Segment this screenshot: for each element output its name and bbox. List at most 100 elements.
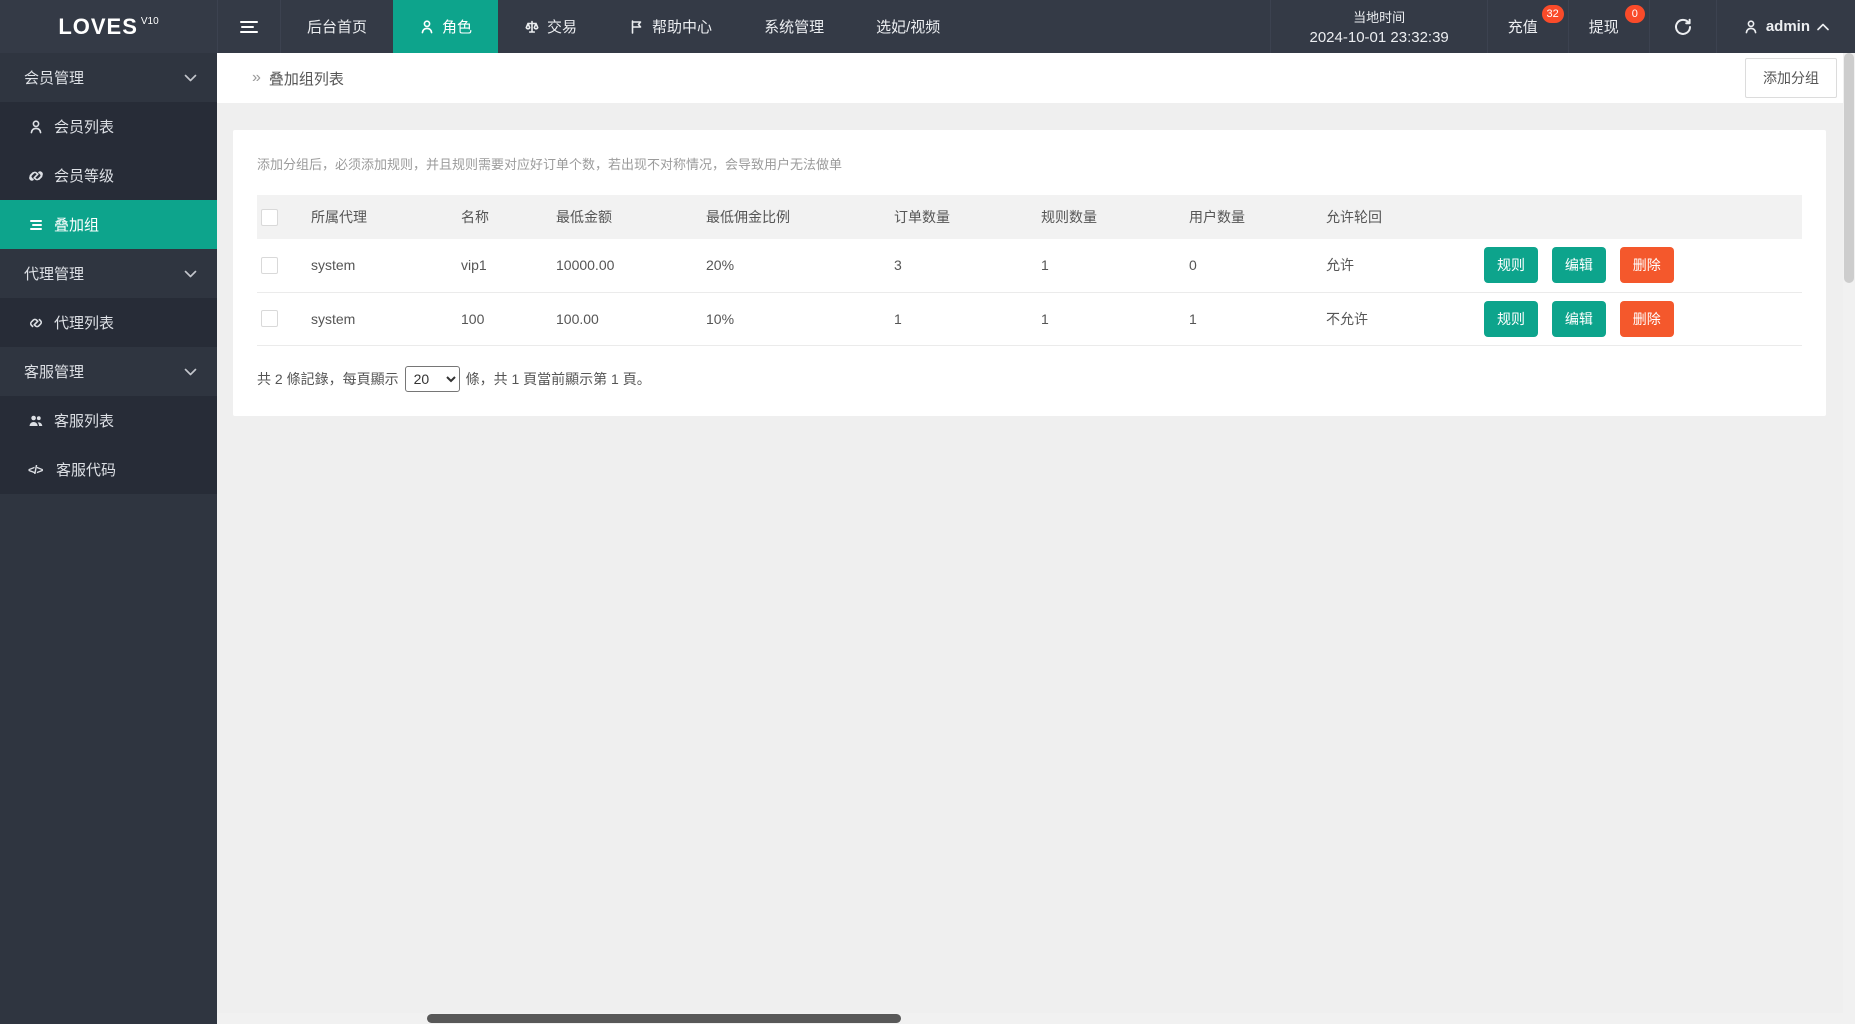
sidebar-group-agent-management[interactable]: 代理管理 — [0, 249, 217, 298]
add-group-button[interactable]: 添加分组 — [1745, 58, 1837, 98]
nav-item-trade[interactable]: 交易 — [498, 0, 603, 53]
col-header-agent: 所属代理 — [307, 195, 457, 239]
local-time-label: 当地时间 — [1353, 10, 1406, 25]
select-all-checkbox[interactable] — [261, 208, 278, 226]
withdraw-label: 提现 — [1588, 19, 1619, 36]
nav-item-label: 角色 — [442, 19, 473, 36]
horizontal-scrollbar[interactable] — [217, 1013, 1843, 1024]
sidebar-group-label: 客服管理 — [24, 364, 85, 381]
cell-min-amount: 10000.00 — [552, 239, 702, 293]
row-checkbox[interactable] — [261, 310, 278, 328]
sidebar-item-service-list[interactable]: 客服列表 — [0, 396, 217, 445]
sidebar-group-label: 代理管理 — [24, 266, 85, 283]
chevron-up-icon — [1817, 23, 1829, 30]
sidebar-item-label: 会员等级 — [54, 168, 115, 185]
sidebar-item-member-list[interactable]: 会员列表 — [0, 102, 217, 151]
chevron-down-icon — [184, 74, 197, 81]
edit-button[interactable]: 编辑 — [1551, 300, 1606, 337]
admin-username: admin — [1765, 18, 1810, 35]
vertical-scrollbar[interactable] — [1843, 53, 1855, 1024]
withdraw-button[interactable]: 提现 0 — [1567, 0, 1649, 53]
table-header-row: 所属代理 名称 最低金额 最低佣金比例 订单数量 规则数量 用户数量 允许轮回 — [257, 195, 1802, 239]
recharge-badge: 32 — [1541, 5, 1564, 23]
code-icon: </> — [28, 462, 43, 477]
cell-orders: 3 — [890, 239, 1037, 293]
sidebar-item-stack-group[interactable]: 叠加组 — [0, 200, 217, 249]
page-title: 叠加组列表 — [268, 70, 344, 88]
link-icon — [29, 318, 43, 327]
stack-group-card: 添加分组后，必须添加规则，并且规则需要对应好订单个数，若出现不对称情况，会导致用… — [233, 130, 1826, 416]
table-row: system 100 100.00 10% 1 1 1 不允许 规则 编辑 删除 — [257, 292, 1802, 346]
rule-button[interactable]: 规则 — [1484, 247, 1538, 284]
nav-item-label: 交易 — [547, 19, 578, 36]
user-icon — [1745, 19, 1757, 33]
breadcrumb: » 叠加组列表 添加分组 — [217, 53, 1855, 103]
cell-min-amount: 100.00 — [552, 292, 702, 346]
sidebar-item-service-code[interactable]: </> 客服代码 — [0, 445, 217, 494]
sidebar-group-member-management[interactable]: 会员管理 — [0, 53, 217, 102]
pagination-prefix: 共 2 條記錄，每頁顯示 — [257, 370, 399, 387]
pagination: 共 2 條記錄，每頁顯示 20 條，共 1 頁當前顯示第 1 頁。 — [257, 365, 1802, 392]
refresh-button[interactable] — [1648, 0, 1716, 53]
col-header-orders: 订单数量 — [890, 195, 1037, 239]
sidebar-item-agent-list[interactable]: 代理列表 — [0, 298, 217, 347]
cell-users: 1 — [1185, 292, 1322, 346]
nav-item-help-center[interactable]: 帮助中心 — [603, 0, 738, 53]
row-checkbox[interactable] — [261, 257, 278, 275]
flag-icon — [631, 19, 642, 34]
brand-version: V10 — [140, 16, 159, 27]
table-row: system vip1 10000.00 20% 3 1 0 允许 规则 编辑 … — [257, 239, 1802, 293]
withdraw-badge: 0 — [1624, 5, 1645, 23]
sidebar-item-label: 客服代码 — [56, 462, 117, 479]
nav-item-system[interactable]: 系统管理 — [738, 0, 850, 53]
top-nav-menu: 后台首页 角色 交易 帮助中心 系统管理 选妃/视频 — [281, 0, 966, 53]
col-header-loop: 允许轮回 — [1322, 195, 1480, 239]
cell-users: 0 — [1185, 239, 1322, 293]
sidebar-item-label: 代理列表 — [54, 315, 115, 332]
recharge-button[interactable]: 充值 32 — [1486, 0, 1568, 53]
edit-button[interactable]: 编辑 — [1551, 247, 1606, 284]
cell-name: vip1 — [457, 239, 552, 293]
link-icon — [29, 170, 43, 181]
list-icon — [30, 219, 42, 230]
rule-button[interactable]: 规则 — [1484, 300, 1538, 337]
sidebar-item-member-level[interactable]: 会员等级 — [0, 151, 217, 200]
delete-button[interactable]: 删除 — [1619, 300, 1674, 337]
sidebar: 会员管理 会员列表 会员等级 叠加组 代理管理 代理列表 客服管理 — [0, 53, 217, 1024]
breadcrumb-arrow: » — [252, 69, 261, 86]
chevron-down-icon — [184, 270, 197, 277]
cell-min-commission: 10% — [702, 292, 890, 346]
nav-item-label: 系统管理 — [764, 19, 825, 36]
main-content: » 叠加组列表 添加分组 添加分组后，必须添加规则，并且规则需要对应好订单个数，… — [217, 53, 1855, 1024]
cell-orders: 1 — [890, 292, 1037, 346]
col-header-users: 用户数量 — [1185, 195, 1322, 239]
pagination-suffix: 條，共 1 頁當前顯示第 1 頁。 — [465, 370, 651, 387]
sidebar-group-service-management[interactable]: 客服管理 — [0, 347, 217, 396]
delete-button[interactable]: 删除 — [1619, 247, 1674, 284]
scales-icon — [525, 20, 539, 33]
user-icon — [30, 119, 42, 133]
sidebar-item-label: 叠加组 — [54, 217, 100, 234]
sidebar-item-label: 客服列表 — [54, 413, 115, 430]
nav-item-dashboard[interactable]: 后台首页 — [281, 0, 393, 53]
vertical-scrollbar-thumb[interactable] — [1844, 53, 1854, 283]
col-header-rules: 规则数量 — [1037, 195, 1185, 239]
horizontal-scrollbar-thumb[interactable] — [427, 1014, 901, 1023]
chevron-down-icon — [184, 368, 197, 375]
cell-rules: 1 — [1037, 239, 1185, 293]
nav-item-video[interactable]: 选妃/视频 — [850, 0, 966, 53]
sidebar-toggle-icon[interactable] — [217, 0, 281, 53]
cell-loop: 允许 — [1322, 239, 1480, 293]
local-time-value: 2024-10-01 23:32:39 — [1309, 29, 1449, 46]
nav-item-roles[interactable]: 角色 — [393, 0, 499, 53]
nav-item-label: 帮助中心 — [652, 19, 713, 36]
refresh-icon — [1674, 18, 1691, 35]
cell-loop: 不允许 — [1322, 292, 1480, 346]
sidebar-group-label: 会员管理 — [24, 70, 85, 87]
admin-user-menu[interactable]: admin — [1715, 0, 1855, 53]
brand-logo[interactable]: LOVES V10 — [0, 0, 217, 53]
nav-item-label: 选妃/视频 — [876, 19, 941, 36]
page-size-select[interactable]: 20 — [404, 365, 460, 392]
user-icon — [421, 19, 433, 33]
col-header-name: 名称 — [457, 195, 552, 239]
